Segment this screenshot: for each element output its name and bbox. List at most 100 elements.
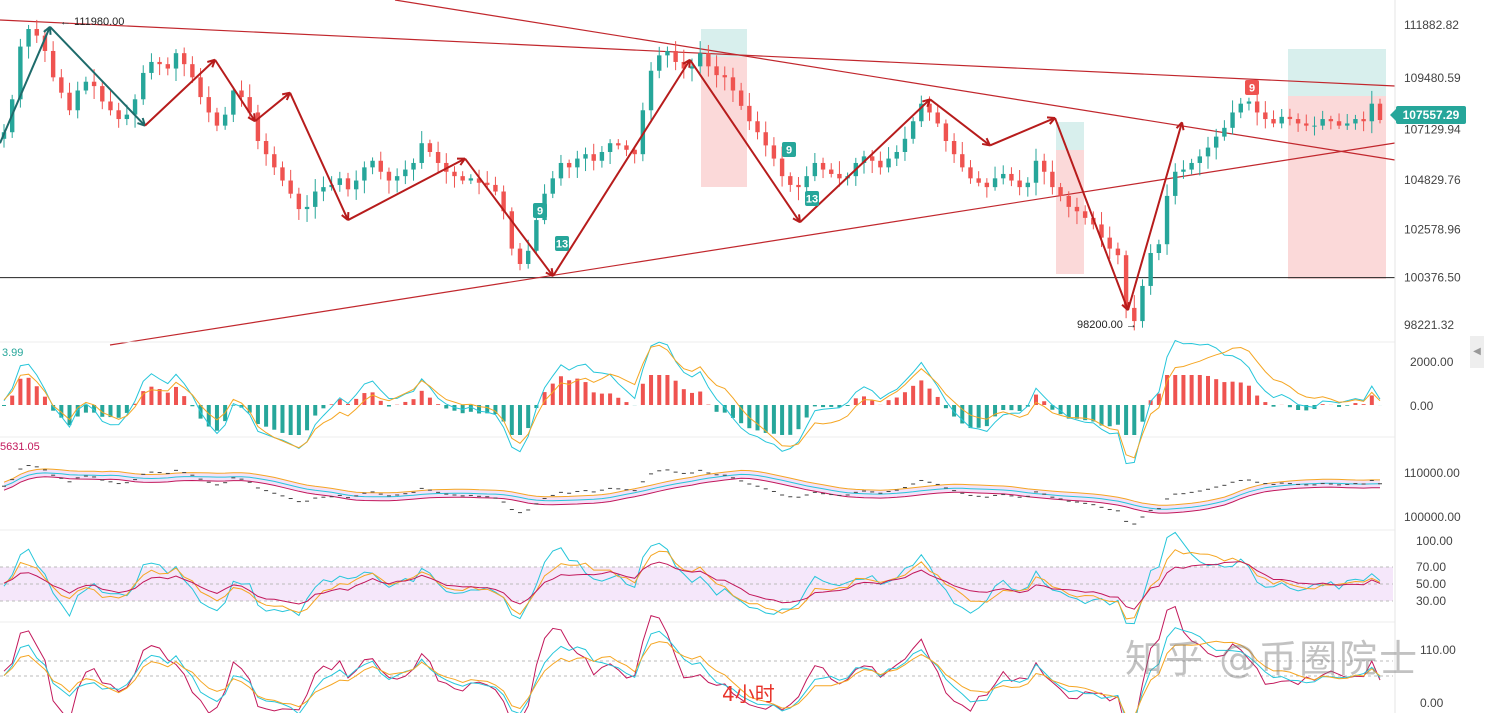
macd-bar — [59, 405, 64, 418]
candle-body — [485, 182, 490, 185]
price-tick-label: 100376.50 — [1404, 271, 1461, 285]
candle-body — [1271, 119, 1276, 124]
trendline — [109, 142, 1396, 346]
candle-body — [927, 103, 932, 113]
macd-bar — [534, 405, 539, 409]
rsi-pane — [0, 531, 1393, 625]
candle-body — [804, 176, 809, 188]
arrow-head — [1046, 116, 1056, 125]
candle-body — [1189, 162, 1194, 170]
macd-bar — [542, 392, 547, 405]
macd-bar — [1255, 395, 1260, 405]
macd-bar — [575, 378, 580, 405]
wave-arrow — [1054, 117, 1129, 311]
macd-bar — [1091, 405, 1096, 422]
timeframe-label: 4小时 — [722, 682, 775, 706]
candle-body — [141, 72, 146, 100]
price-tick-label: 107129.94 — [1404, 122, 1461, 136]
candle-body — [779, 158, 785, 177]
ma-upper-line — [3, 468, 1380, 506]
macd-bar — [747, 405, 752, 429]
macd-bar — [83, 405, 88, 413]
macd-bar — [1246, 385, 1251, 405]
macd-bar — [1271, 405, 1276, 407]
candle-body — [296, 193, 302, 210]
wave-arrow — [0, 26, 51, 144]
candle-body — [550, 178, 555, 194]
target-zone — [1288, 96, 1386, 279]
macd-bar — [673, 380, 678, 405]
candle-body — [657, 55, 662, 71]
candle-body — [419, 143, 424, 163]
macd-bar — [780, 405, 785, 435]
target-zone — [701, 57, 747, 187]
macd-bar — [902, 392, 907, 405]
price-axis[interactable]: 111882.82 109480.59 107129.94 104829.76 1025… — [1394, 0, 1461, 713]
macd-bar — [1238, 382, 1243, 405]
candle-body — [575, 158, 580, 168]
candle-body — [681, 61, 687, 69]
macd-bar — [477, 405, 482, 414]
macd-bar — [165, 392, 170, 405]
macd-bar — [894, 397, 899, 405]
macd-bar — [755, 405, 760, 431]
candle-body — [771, 145, 777, 159]
macd-bar — [1165, 375, 1170, 405]
candle-body — [370, 160, 375, 168]
macd-bar — [788, 405, 793, 435]
candle-body — [1230, 112, 1235, 128]
macd-bar — [1009, 405, 1014, 411]
price-tick-label: 102578.96 — [1404, 222, 1461, 236]
candle-body — [353, 180, 359, 190]
macd-bar — [763, 405, 768, 433]
candle-body — [190, 64, 195, 78]
candle-body — [1025, 182, 1031, 188]
candle-body — [607, 143, 613, 152]
macd-bar — [1263, 402, 1268, 405]
candle-body — [50, 50, 56, 78]
kdj-tick-label: 110.00 — [1420, 643, 1456, 657]
candle-body — [18, 46, 23, 100]
wave-arrow — [929, 98, 991, 147]
candle-body — [288, 180, 293, 194]
kdj-pane — [0, 605, 1393, 713]
macd-bar — [640, 383, 645, 405]
macd-line — [3, 339, 1381, 465]
macd-bar — [1287, 405, 1292, 408]
current-price-label: 107557.29 — [1390, 106, 1466, 124]
macd-bar — [321, 405, 326, 409]
arrow-head — [922, 98, 931, 108]
macd-bar — [690, 392, 694, 405]
macd-bar — [886, 400, 891, 405]
candle-body — [337, 178, 343, 185]
macd-bar — [624, 402, 629, 405]
macd-bar — [771, 405, 776, 434]
candle-body — [280, 167, 285, 181]
macd-bar — [124, 405, 129, 413]
candle-body — [173, 53, 179, 69]
macd-bar — [911, 385, 916, 405]
macd-bar — [862, 396, 866, 405]
candle-body — [1173, 171, 1178, 196]
macd-bar — [591, 392, 596, 405]
macd-bar — [952, 405, 957, 417]
collapse-panel-button[interactable]: ◀ — [1470, 336, 1484, 368]
td-count-text: 9 — [537, 206, 543, 218]
candle-body — [1328, 119, 1334, 122]
candle-body — [34, 29, 39, 36]
candle-body — [689, 66, 695, 69]
macd-bar — [370, 392, 375, 405]
wave-arrow — [552, 59, 691, 277]
candle-body — [1156, 244, 1162, 254]
wave-arrow — [799, 98, 931, 223]
candle-body — [100, 86, 105, 102]
macd-bar — [804, 405, 809, 418]
wave-arrow — [49, 26, 146, 127]
candle-body — [960, 154, 965, 168]
macd-bar — [567, 380, 572, 405]
candle-body — [566, 162, 572, 168]
arrow-head — [341, 212, 350, 221]
macd-bar — [1050, 405, 1055, 410]
macd-bar — [1320, 404, 1325, 405]
td-count-badge — [782, 142, 796, 157]
